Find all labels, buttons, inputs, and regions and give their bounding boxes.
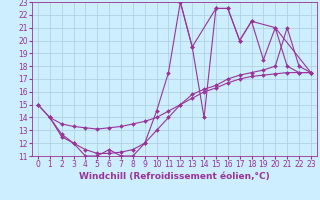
X-axis label: Windchill (Refroidissement éolien,°C): Windchill (Refroidissement éolien,°C) xyxy=(79,172,270,181)
